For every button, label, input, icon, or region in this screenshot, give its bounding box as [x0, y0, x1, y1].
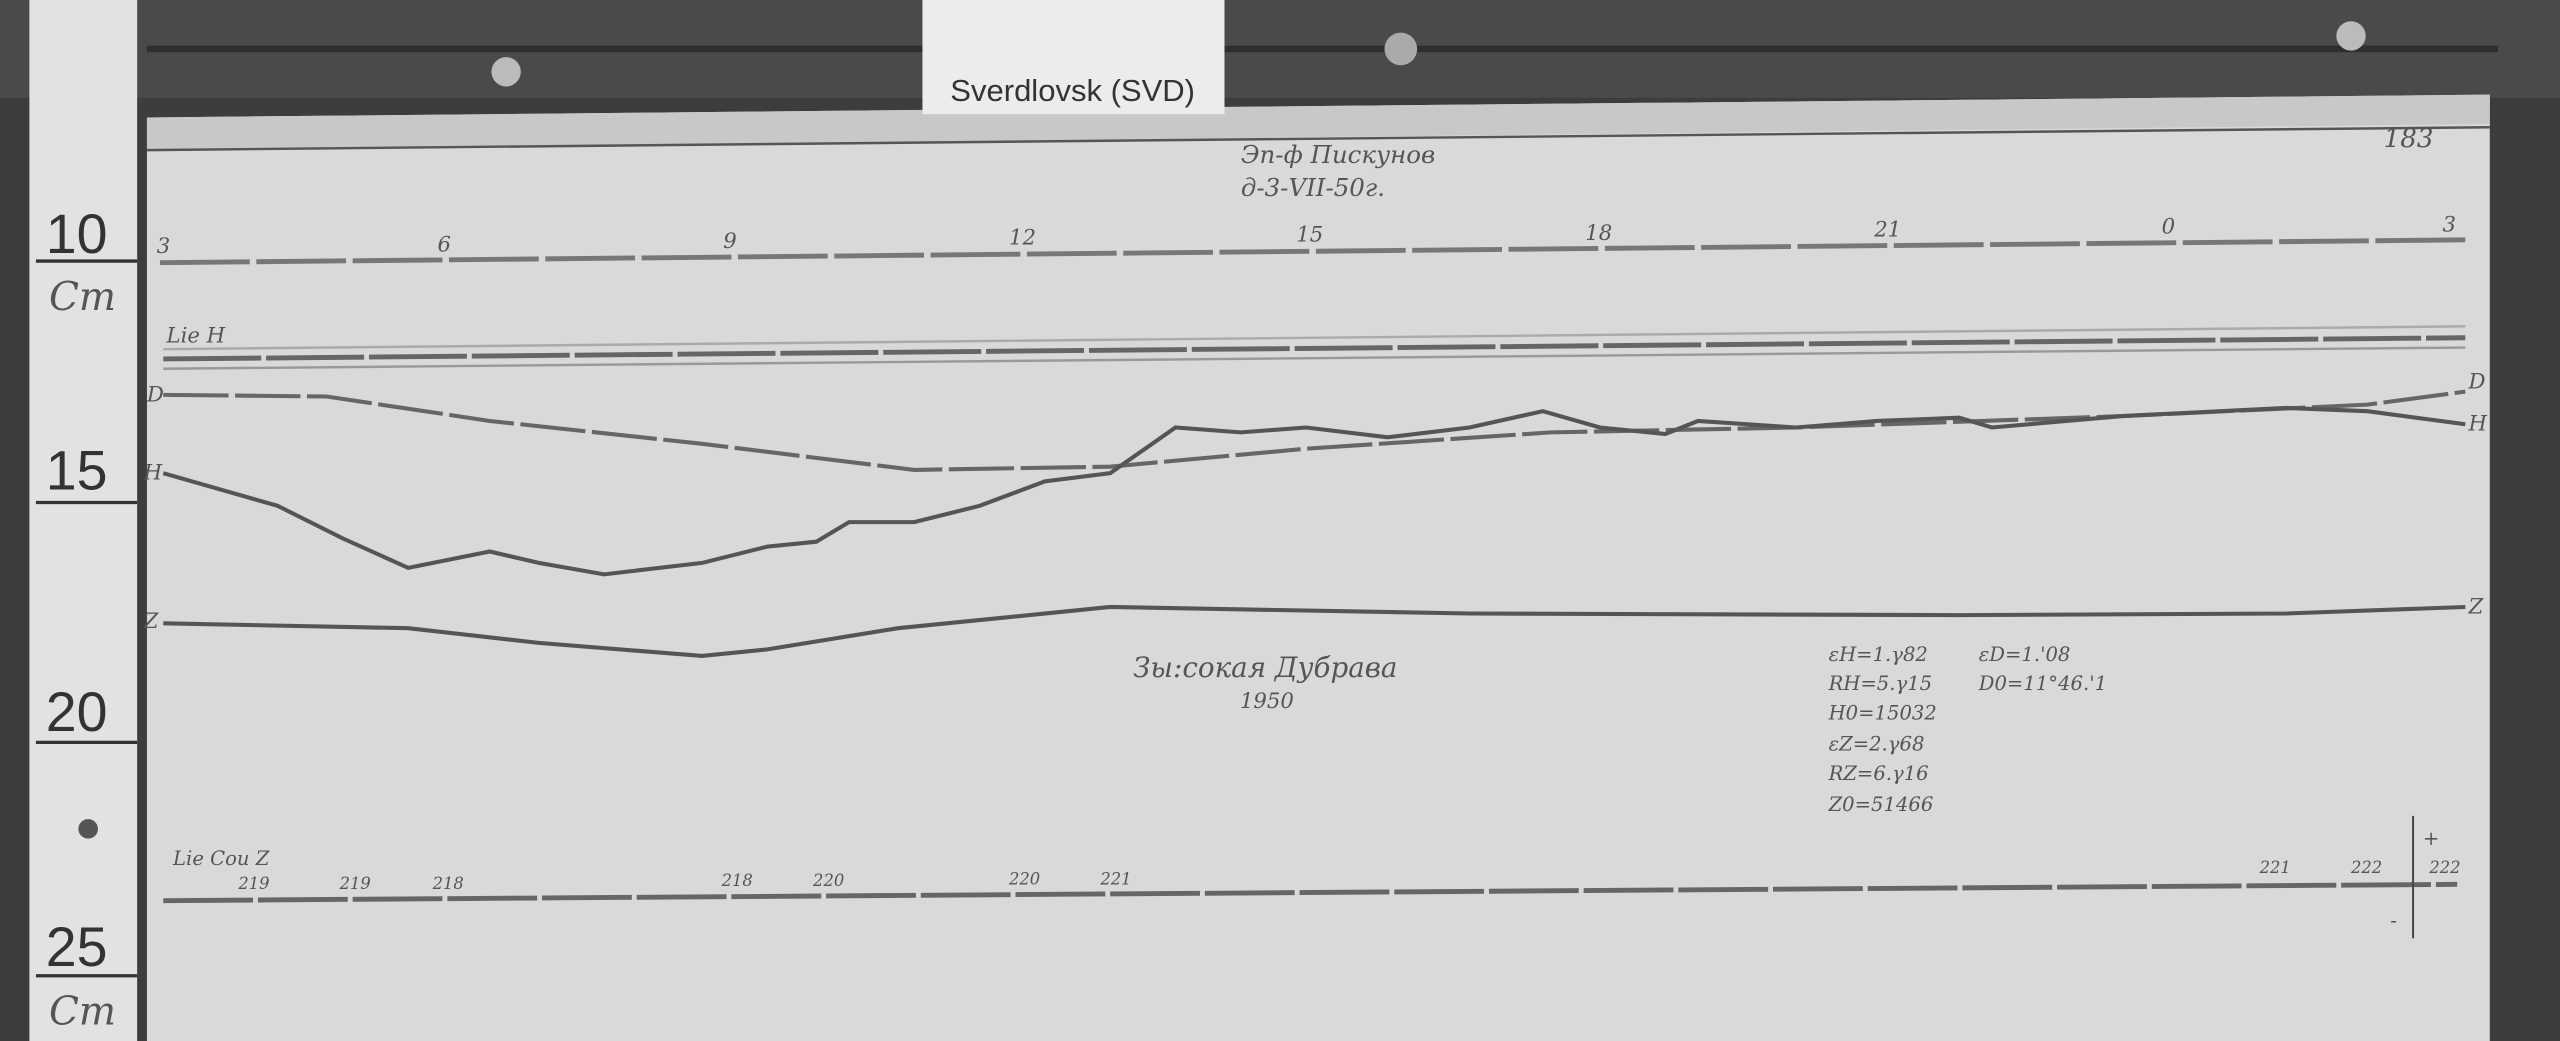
hour-tick: 3: [2442, 213, 2456, 238]
hour-tick: 9: [723, 229, 737, 254]
header-date: д-3-VII-50г.: [1241, 173, 1385, 202]
svg-text:εD=1.'08: εD=1.'08: [1979, 643, 2071, 666]
bottom-number: 220: [812, 871, 844, 890]
hour-tick: 21: [1873, 218, 1901, 243]
svg-text:RZ=6.γ16: RZ=6.γ16: [1828, 762, 1929, 785]
hour-tick: 0: [2162, 214, 2176, 239]
ruler-mark: 15: [46, 440, 108, 502]
trace-label-z: Z: [143, 609, 160, 634]
bottom-number: 221: [1099, 869, 1131, 888]
bottom-number: 219: [339, 874, 371, 893]
ruler-mark: 10: [46, 203, 108, 265]
bottom-number: 222: [2428, 858, 2460, 877]
bottom-number: 218: [721, 871, 753, 890]
d-trace: [163, 389, 2466, 472]
sheet-number: 183: [2384, 124, 2434, 154]
hour-tick: 12: [1009, 226, 1036, 251]
z-trace: [163, 604, 2466, 658]
baseline-label: Lie H: [166, 324, 226, 349]
svg-text:+: +: [2423, 827, 2439, 850]
trace-label-d: D: [146, 382, 164, 407]
bottom-number: 218: [432, 874, 464, 893]
station-label-card: Sverdlovsk (SVD): [922, 0, 1225, 115]
trace-label-h: H: [143, 461, 163, 486]
svg-text:H0=15032: H0=15032: [1828, 702, 1937, 725]
ruler: 10 Cm 15 20 25 Cm: [29, 0, 138, 1041]
svg-text:D0=11°46.'1: D0=11°46.'1: [1978, 672, 2107, 695]
trace-label-z: Z: [2468, 595, 2485, 620]
ruler-mark: 20: [46, 681, 108, 743]
baseline-band: [163, 325, 2466, 370]
temperature-line: [163, 881, 2458, 904]
trace-label-d: D: [2468, 369, 2486, 394]
bottom-number: 222: [2350, 858, 2382, 877]
svg-text:εZ=2.γ68: εZ=2.γ68: [1829, 733, 1925, 756]
svg-text:-: -: [2390, 909, 2397, 932]
screw-icon: [1384, 32, 1418, 66]
hour-tick: 6: [438, 232, 452, 257]
hour-tick: 15: [1296, 222, 1323, 247]
ruler-unit: Cm: [49, 990, 116, 1035]
scale-arrow-icon: + -: [2390, 815, 2439, 939]
hour-tick: 3: [157, 234, 171, 259]
trace-label-h: H: [2468, 412, 2488, 437]
svg-text:Z0=51466: Z0=51466: [1828, 793, 1934, 816]
svg-text:εH=1.γ82: εH=1.γ82: [1829, 643, 1928, 666]
bottom-label: Lie Cou Z: [172, 847, 270, 870]
header-observer: Эп-ф Пискунов: [1241, 140, 1435, 169]
h-trace: [162, 405, 2466, 577]
screw-icon: [2336, 21, 2366, 51]
bottom-number: 219: [237, 874, 269, 893]
bottom-number: 221: [2259, 858, 2291, 877]
ruler-unit: Cm: [49, 275, 116, 320]
station-name: Зы:сокая Дубрава: [1133, 651, 1397, 684]
ruler-mark: 25: [46, 916, 108, 978]
bottom-number: 220: [1008, 869, 1040, 888]
scale-constants: εH=1.γ82 RH=5.γ15 H0=15032 εZ=2.γ68 RZ=6…: [1828, 643, 2107, 816]
screw-icon: [491, 57, 521, 87]
year: 1950: [1240, 689, 1294, 714]
svg-text:Sverdlovsk (SVD): Sverdlovsk (SVD): [950, 73, 1195, 108]
svg-text:RH=5.γ15: RH=5.γ15: [1828, 672, 1933, 695]
hour-tick: 18: [1585, 221, 1612, 246]
